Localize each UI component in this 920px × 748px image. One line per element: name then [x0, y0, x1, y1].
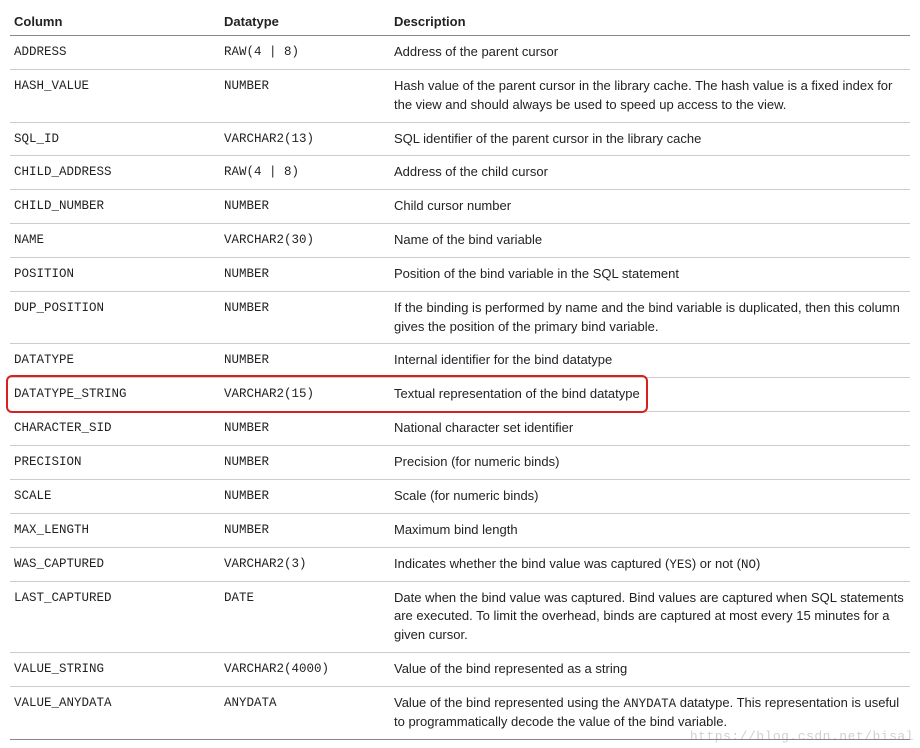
cell-column: CHARACTER_SID [10, 412, 220, 446]
cell-description: Address of the child cursor [390, 156, 910, 190]
table-row: DATATYPE_STRINGVARCHAR2(15)Textual repre… [10, 378, 910, 412]
cell-datatype: NUMBER [220, 291, 390, 344]
cell-column: VALUE_ANYDATA [10, 687, 220, 740]
cell-description: Internal identifier for the bind datatyp… [390, 344, 910, 378]
header-description: Description [390, 8, 910, 36]
cell-description: National character set identifier [390, 412, 910, 446]
cell-column: SCALE [10, 479, 220, 513]
cell-datatype: VARCHAR2(3) [220, 547, 390, 581]
columns-table: Column Datatype Description ADDRESSRAW(4… [10, 8, 910, 740]
cell-column: VALUE_STRING [10, 653, 220, 687]
cell-description: Maximum bind length [390, 513, 910, 547]
table-row: LAST_CAPTUREDDATEDate when the bind valu… [10, 581, 910, 653]
cell-column: WAS_CAPTURED [10, 547, 220, 581]
cell-datatype: RAW(4 | 8) [220, 36, 390, 70]
cell-datatype: VARCHAR2(13) [220, 122, 390, 156]
cell-description: Address of the parent cursor [390, 36, 910, 70]
cell-description: Indicates whether the bind value was cap… [390, 547, 910, 581]
cell-datatype: NUMBER [220, 412, 390, 446]
table-row: NAMEVARCHAR2(30)Name of the bind variabl… [10, 224, 910, 258]
cell-column: DUP_POSITION [10, 291, 220, 344]
table-row: VALUE_STRINGVARCHAR2(4000)Value of the b… [10, 653, 910, 687]
table-row: CHILD_ADDRESSRAW(4 | 8)Address of the ch… [10, 156, 910, 190]
table-row: WAS_CAPTUREDVARCHAR2(3)Indicates whether… [10, 547, 910, 581]
cell-description: Value of the bind represented using the … [390, 687, 910, 740]
header-datatype: Datatype [220, 8, 390, 36]
cell-description: Name of the bind variable [390, 224, 910, 258]
cell-datatype: VARCHAR2(30) [220, 224, 390, 258]
table-row: PRECISIONNUMBERPrecision (for numeric bi… [10, 445, 910, 479]
table-row: CHILD_NUMBERNUMBERChild cursor number [10, 190, 910, 224]
cell-datatype: RAW(4 | 8) [220, 156, 390, 190]
table-row: SCALENUMBERScale (for numeric binds) [10, 479, 910, 513]
cell-datatype: NUMBER [220, 445, 390, 479]
cell-column: CHILD_NUMBER [10, 190, 220, 224]
cell-description: Value of the bind represented as a strin… [390, 653, 910, 687]
table-header-row: Column Datatype Description [10, 8, 910, 36]
cell-description: Precision (for numeric binds) [390, 445, 910, 479]
cell-description: Position of the bind variable in the SQL… [390, 257, 910, 291]
cell-column: LAST_CAPTURED [10, 581, 220, 653]
cell-datatype: NUMBER [220, 513, 390, 547]
table-row: POSITIONNUMBERPosition of the bind varia… [10, 257, 910, 291]
cell-datatype: NUMBER [220, 69, 390, 122]
cell-column: POSITION [10, 257, 220, 291]
cell-description: Child cursor number [390, 190, 910, 224]
cell-datatype: VARCHAR2(4000) [220, 653, 390, 687]
cell-description: If the binding is performed by name and … [390, 291, 910, 344]
table-row: DATATYPENUMBERInternal identifier for th… [10, 344, 910, 378]
cell-description: Textual representation of the bind datat… [390, 378, 910, 412]
table-row: VALUE_ANYDATAANYDATAValue of the bind re… [10, 687, 910, 740]
cell-column: CHILD_ADDRESS [10, 156, 220, 190]
table-row: CHARACTER_SIDNUMBERNational character se… [10, 412, 910, 446]
cell-column: ADDRESS [10, 36, 220, 70]
cell-datatype: NUMBER [220, 344, 390, 378]
table-row: HASH_VALUENUMBERHash value of the parent… [10, 69, 910, 122]
cell-description: Scale (for numeric binds) [390, 479, 910, 513]
table-row: ADDRESSRAW(4 | 8)Address of the parent c… [10, 36, 910, 70]
cell-datatype: NUMBER [220, 479, 390, 513]
cell-column: PRECISION [10, 445, 220, 479]
cell-datatype: NUMBER [220, 190, 390, 224]
cell-column: DATATYPE_STRING [10, 378, 220, 412]
cell-column: NAME [10, 224, 220, 258]
header-column: Column [10, 8, 220, 36]
table-body: ADDRESSRAW(4 | 8)Address of the parent c… [10, 36, 910, 740]
cell-description: SQL identifier of the parent cursor in t… [390, 122, 910, 156]
cell-datatype: DATE [220, 581, 390, 653]
cell-datatype: ANYDATA [220, 687, 390, 740]
cell-column: HASH_VALUE [10, 69, 220, 122]
table-row: MAX_LENGTHNUMBERMaximum bind length [10, 513, 910, 547]
cell-column: SQL_ID [10, 122, 220, 156]
cell-datatype: NUMBER [220, 257, 390, 291]
cell-column: MAX_LENGTH [10, 513, 220, 547]
cell-description: Date when the bind value was captured. B… [390, 581, 910, 653]
table-row: SQL_IDVARCHAR2(13)SQL identifier of the … [10, 122, 910, 156]
cell-datatype: VARCHAR2(15) [220, 378, 390, 412]
cell-description: Hash value of the parent cursor in the l… [390, 69, 910, 122]
cell-column: DATATYPE [10, 344, 220, 378]
table-row: DUP_POSITIONNUMBERIf the binding is perf… [10, 291, 910, 344]
